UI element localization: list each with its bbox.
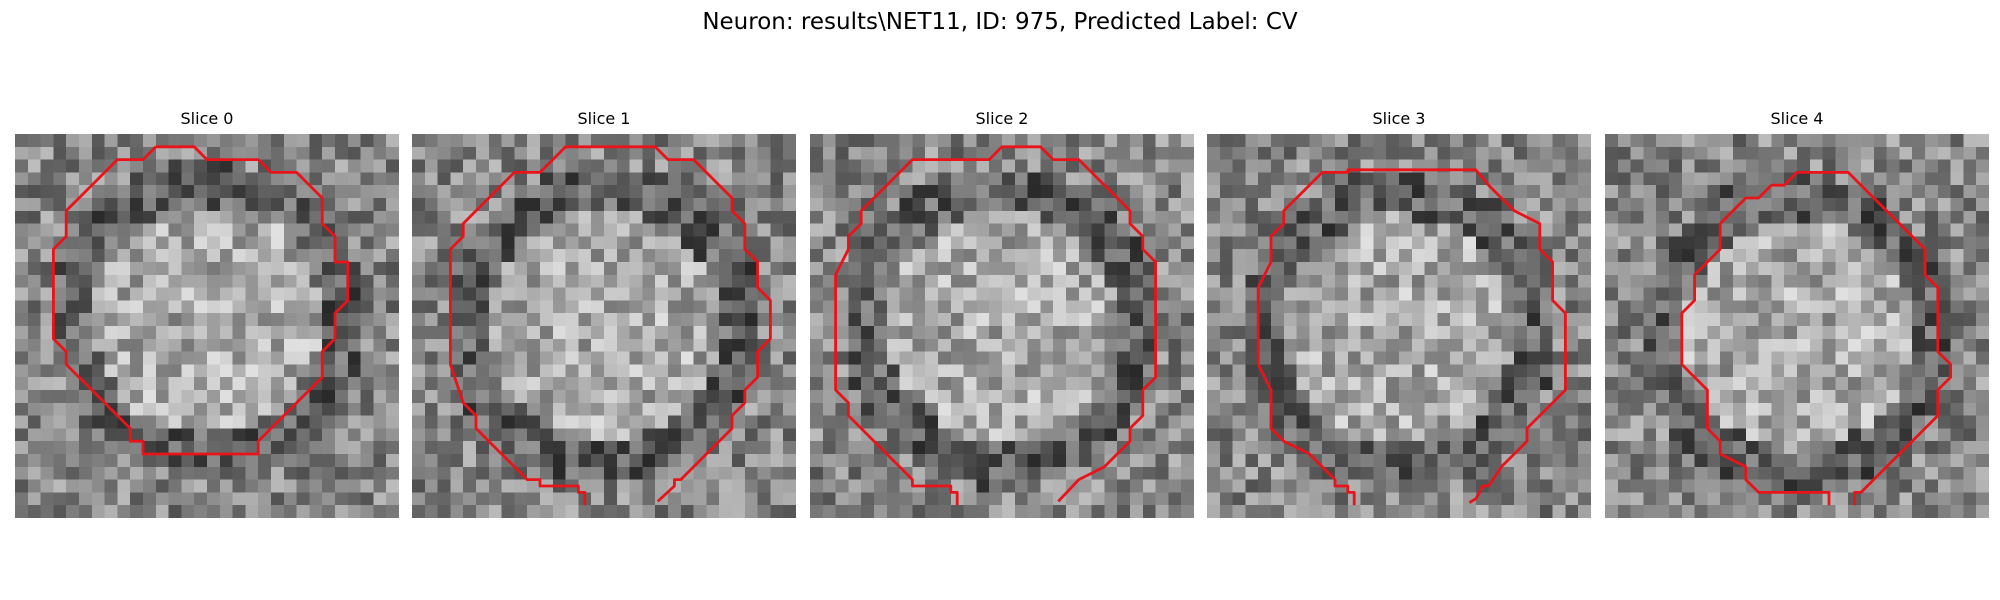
pixel-grid <box>810 134 1194 518</box>
pixel-grid <box>412 134 796 518</box>
slice-image <box>15 134 399 518</box>
segmentation-contour <box>51 145 350 456</box>
slice-image-pixels <box>810 134 1194 518</box>
figure-title: Neuron: results\NET11, ID: 975, Predicte… <box>702 9 1298 35</box>
slice-image <box>810 134 1194 518</box>
slice-panel-4: Slice 4 <box>1605 108 1989 520</box>
pixel-grid <box>15 134 399 518</box>
slice-title: Slice 1 <box>577 109 631 128</box>
pixel-grid <box>1207 134 1591 518</box>
pixel-grid <box>1605 134 1989 518</box>
slice-title: Slice 0 <box>180 109 234 128</box>
segmentation-contour <box>1256 168 1567 506</box>
slice-panel-0: Slice 0 <box>15 108 399 520</box>
slice-image-pixels <box>412 134 796 518</box>
slice-panel-2: Slice 2 <box>810 108 1194 520</box>
slice-title: Slice 3 <box>1372 109 1426 128</box>
slice-panel-1: Slice 1 <box>412 108 796 520</box>
segmentation-contour <box>1680 170 1953 506</box>
segmentation-contour <box>834 145 1158 506</box>
slice-title: Slice 2 <box>975 109 1029 128</box>
slice-image <box>1207 134 1591 518</box>
slice-image <box>412 134 796 518</box>
slice-panel-3: Slice 3 <box>1207 108 1591 520</box>
slice-image-pixels <box>15 134 399 518</box>
slice-image-pixels <box>1207 134 1591 518</box>
slice-image <box>1605 134 1989 518</box>
slice-title: Slice 4 <box>1770 109 1824 128</box>
slice-image-pixels <box>1605 134 1989 518</box>
segmentation-contour <box>448 145 772 506</box>
